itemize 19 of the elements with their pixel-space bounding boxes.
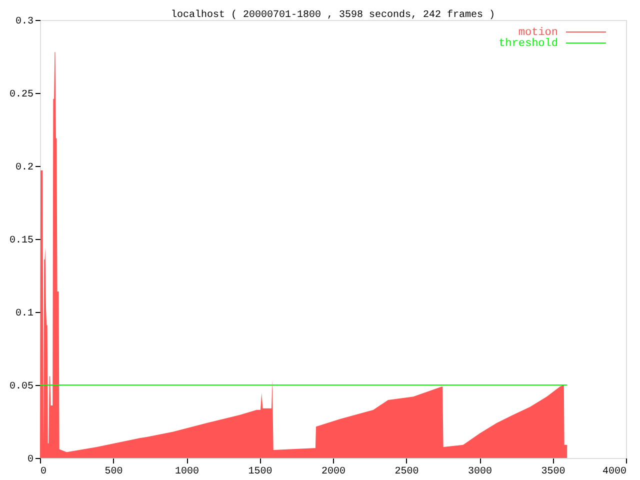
x-tick-label: 1500 — [248, 466, 272, 478]
y-tick-label: 0.3 — [15, 16, 34, 28]
x-tick-label: 3500 — [541, 466, 566, 478]
x-tick-label: 3000 — [468, 466, 492, 478]
x-tick-label: 500 — [104, 466, 123, 478]
y-tick-label: 0 — [27, 454, 34, 466]
x-tick-label: 1000 — [174, 466, 200, 478]
legend-label: threshold — [498, 38, 558, 50]
x-tick-label: 4000 — [602, 466, 626, 478]
y-tick-label: 0.05 — [9, 382, 34, 392]
chart-title: localhost ( 20000701-1800 , 3598 seconds, 242 frames ) — [170, 9, 496, 21]
x-tick-label: 2500 — [394, 466, 419, 478]
y-tick-label: 0.1 — [15, 308, 34, 320]
y-tick-label: 0.2 — [15, 162, 34, 174]
x-tick-label: 0 — [40, 466, 47, 478]
y-tick-label: 0.15 — [9, 236, 34, 246]
legend-label: motion — [518, 27, 558, 39]
y-tick-label: 0.25 — [9, 90, 34, 100]
x-tick-label: 2000 — [321, 466, 346, 478]
